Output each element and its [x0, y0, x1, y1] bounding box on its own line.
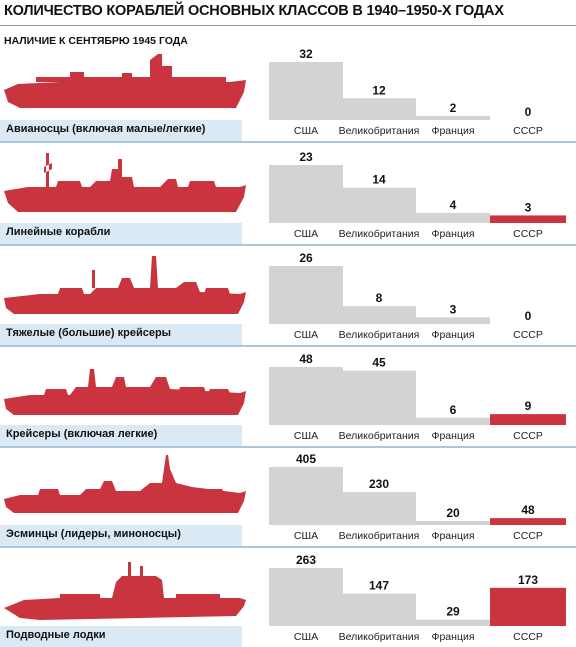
bar-5-4: [490, 518, 566, 525]
country-label-5-2: Великобритания: [339, 530, 420, 542]
category-label-6: Подводные лодки: [6, 629, 106, 641]
category-label-box-2: Линейные корабли: [0, 223, 242, 244]
bar-4-1: [269, 367, 343, 425]
bar-2-3: [416, 212, 490, 223]
data-label-5-2: 230: [369, 477, 389, 491]
bar-2-4: [490, 215, 566, 223]
bar-6-3: [416, 619, 490, 626]
bar-1-3: [416, 116, 490, 120]
country-label-3-1: США: [294, 329, 318, 341]
bar-6-2: [342, 593, 416, 626]
data-label-3-1: 26: [299, 251, 313, 265]
data-label-4-1: 48: [299, 352, 313, 366]
category-label-2: Линейные корабли: [6, 226, 111, 238]
data-label-1-2: 12: [372, 83, 386, 97]
country-label-1-4: СССР: [513, 125, 543, 137]
bar-1-1: [269, 62, 343, 120]
country-label-1-2: Великобритания: [339, 125, 420, 137]
country-label-1-3: Франция: [431, 125, 474, 137]
bar-5-1: [269, 467, 343, 525]
cruiser-icon: [4, 369, 246, 415]
bar-2-1: [269, 165, 343, 223]
aircraft-carrier-icon: [4, 54, 246, 108]
data-label-1-1: 32: [299, 47, 313, 61]
data-label-2-1: 23: [299, 150, 313, 164]
submarine-icon: [4, 562, 246, 620]
bar-4-4: [490, 414, 566, 425]
country-label-6-4: СССР: [513, 631, 543, 643]
data-label-6-1: 263: [296, 553, 316, 567]
category-label-3: Тяжелые (большие) крейсеры: [6, 327, 172, 339]
bar-5-3: [416, 521, 490, 525]
category-label-box-3: Тяжелые (большие) крейсеры: [0, 324, 242, 345]
bar-3-2: [342, 306, 416, 324]
category-label-4: Крейсеры (включая легкие): [6, 428, 158, 440]
bar-3-1: [269, 266, 343, 324]
country-label-6-1: США: [294, 631, 318, 643]
bar-6-1: [269, 568, 343, 626]
bar-6-4: [490, 587, 566, 626]
country-label-2-3: Франция: [431, 228, 474, 240]
data-label-6-3: 29: [446, 605, 460, 619]
category-label-5: Эсминцы (лидеры, миноносцы): [6, 528, 181, 540]
data-label-4-3: 6: [450, 403, 457, 417]
country-label-3-4: СССР: [513, 329, 543, 341]
data-label-3-4: 0: [525, 309, 532, 323]
data-label-5-1: 405: [296, 452, 316, 466]
data-label-2-4: 3: [525, 200, 532, 214]
bar-2-2: [342, 187, 416, 223]
data-label-3-2: 8: [376, 291, 383, 305]
title-divider: [0, 25, 576, 26]
data-label-6-4: 173: [518, 573, 538, 587]
category-label-box-4: Крейсеры (включая легкие): [0, 425, 242, 446]
data-label-4-4: 9: [525, 399, 532, 413]
data-label-4-2: 45: [372, 356, 386, 370]
data-label-5-3: 20: [446, 506, 460, 520]
country-label-5-3: Франция: [431, 530, 474, 542]
bar-5-2: [342, 492, 416, 525]
data-label-1-4: 0: [525, 105, 532, 119]
chart-subtitle: НАЛИЧИЕ К СЕНТЯБРЮ 1945 ГОДА: [4, 35, 188, 47]
data-label-2-2: 14: [372, 173, 386, 187]
bar-4-2: [342, 370, 416, 425]
country-label-2-4: СССР: [513, 228, 543, 240]
category-label-box-5: Эсминцы (лидеры, миноносцы): [0, 525, 242, 546]
data-label-5-4: 48: [521, 503, 535, 517]
category-label-box-6: Подводные лодки: [0, 626, 242, 647]
country-label-6-3: Франция: [431, 631, 474, 643]
country-label-4-2: Великобритания: [339, 430, 420, 442]
country-label-3-2: Великобритания: [339, 329, 420, 341]
country-label-4-4: СССР: [513, 430, 543, 442]
category-label-1: Авианосцы (включая малые/легкие): [6, 123, 206, 135]
country-label-4-1: США: [294, 430, 318, 442]
country-label-6-2: Великобритания: [339, 631, 420, 643]
country-label-4-3: Франция: [431, 430, 474, 442]
country-label-2-1: США: [294, 228, 318, 240]
data-label-2-3: 4: [450, 198, 457, 212]
country-label-1-1: США: [294, 125, 318, 137]
chart-title: КОЛИЧЕСТВО КОРАБЛЕЙ ОСНОВНЫХ КЛАССОВ В 1…: [4, 3, 504, 19]
data-label-1-3: 2: [450, 101, 457, 115]
bar-3-3: [416, 317, 490, 324]
bar-1-2: [342, 98, 416, 120]
country-label-5-1: США: [294, 530, 318, 542]
category-label-box-1: Авианосцы (включая малые/легкие): [0, 120, 242, 141]
destroyer-icon: [4, 455, 246, 513]
battleship-icon: [4, 153, 246, 212]
country-label-2-2: Великобритания: [339, 228, 420, 240]
country-label-3-3: Франция: [431, 329, 474, 341]
heavy-cruiser-icon: [4, 256, 246, 314]
bar-4-3: [416, 417, 490, 425]
country-label-5-4: СССР: [513, 530, 543, 542]
data-label-3-3: 3: [450, 302, 457, 316]
data-label-6-2: 147: [369, 579, 389, 593]
